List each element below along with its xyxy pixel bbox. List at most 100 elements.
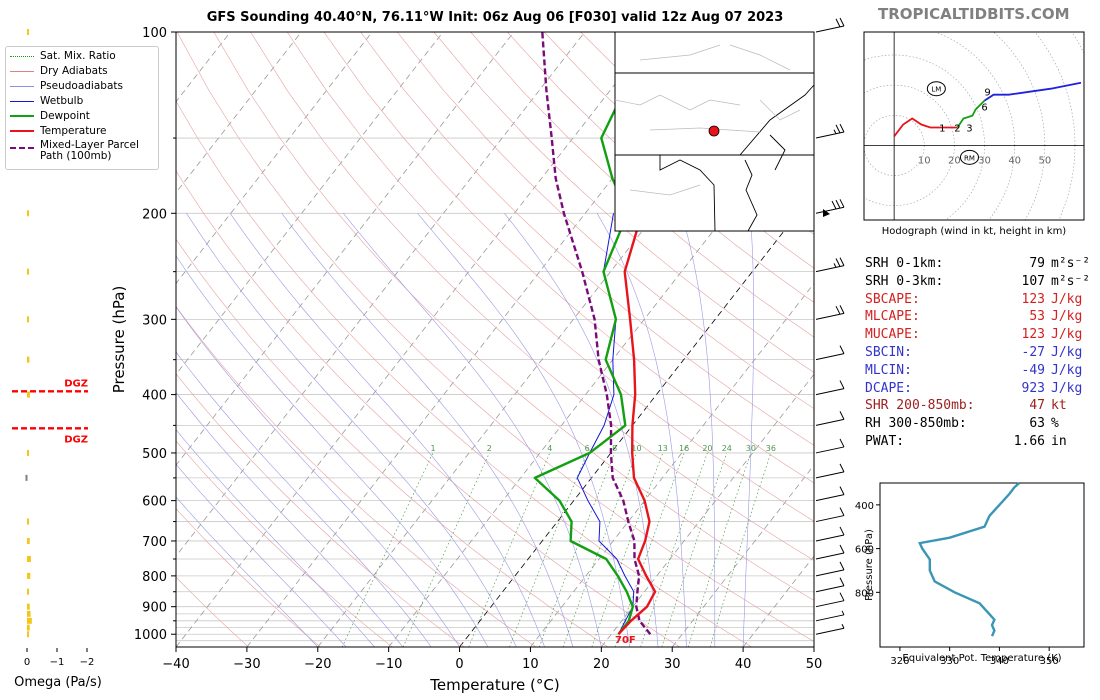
wind-barb — [815, 123, 845, 139]
wind-barb — [815, 411, 845, 426]
x-tick-label: 0 — [455, 657, 463, 672]
wetbulb-line — [576, 213, 635, 635]
legend-label: Sat. Mix. Ratio — [40, 49, 116, 62]
legend-swatch — [10, 55, 34, 57]
wind-barb-shaft — [815, 585, 845, 593]
theta-e-y-label: Pressure (hPa) — [864, 529, 875, 601]
hodo-height-label: 6 — [981, 103, 987, 114]
omega-tick-label: 0 — [24, 657, 30, 668]
mixing-ratio-line — [709, 452, 772, 647]
wind-barb-shaft — [815, 534, 845, 542]
wind-barb-shaft — [815, 600, 845, 608]
pseudoadiabat-line — [229, 213, 545, 647]
wind-barb — [815, 624, 845, 635]
legend-swatch — [10, 100, 34, 102]
theta-e-x-label: Equivalent Pot. Temperature (K) — [902, 653, 1061, 664]
legend-item-dry-adiabats: Dry Adiabats — [10, 64, 108, 78]
dry-adiabat-line — [176, 576, 249, 647]
dry-adiabat-line — [360, 32, 814, 446]
dgz-label: DGZ — [64, 378, 88, 389]
theta-e-line — [918, 482, 1021, 637]
wind-barb-half — [833, 263, 837, 268]
index-unit: % — [1051, 416, 1059, 432]
index-value: -49 — [1021, 362, 1045, 378]
index-label: SRH 0-3km: — [865, 273, 944, 289]
wind-barb — [815, 592, 845, 608]
wind-barb-flag — [839, 345, 845, 354]
index-label: MLCIN: — [865, 362, 912, 378]
mixing-ratio-line — [614, 452, 685, 647]
theta-e-x-tick-label: 340 — [990, 656, 1009, 667]
mixing-ratio-label: 2 — [487, 444, 492, 453]
y-tick-label: 500 — [142, 447, 167, 462]
wind-barb-half — [841, 610, 845, 616]
mixing-ratio-label: 6 — [585, 444, 590, 453]
pseudoadiabat-line — [176, 463, 347, 647]
site-brand: TROPICALTIDBITS.COM — [878, 5, 1070, 23]
mixing-ratio-line — [562, 452, 637, 647]
legend-swatch — [10, 70, 34, 72]
index-value: 123 — [1021, 291, 1045, 307]
wind-barb-flag — [839, 526, 845, 536]
mixing-ratio-label: 1 — [430, 444, 435, 453]
wind-barb — [815, 199, 845, 214]
hodo-ring-label: 40 — [1008, 155, 1021, 166]
pseudoadiabat-line — [176, 255, 489, 647]
mixing-ratio-label: 13 — [658, 444, 668, 453]
wind-barb-shaft — [815, 552, 845, 560]
surface-temp-label: 70F — [615, 635, 636, 646]
index-row: SBCAPE: 123 J/kg — [865, 292, 1082, 307]
legend-swatch — [10, 147, 34, 149]
x-axis-label: Temperature (°C) — [429, 676, 559, 694]
wind-barb — [815, 561, 845, 577]
map-coastline — [744, 134, 786, 232]
dry-adiabat-line — [507, 32, 814, 303]
omega-bar — [27, 631, 29, 638]
mixing-ratio-label: 8 — [612, 444, 617, 453]
x-tick-label: 50 — [806, 657, 823, 672]
theta-e-x-tick-label: 350 — [1040, 656, 1059, 667]
hodo-ring-label: 20 — [948, 155, 961, 166]
wind-barb-shaft — [815, 265, 845, 273]
omega-tick-label: −2 — [80, 657, 95, 668]
y-tick-label: 1000 — [134, 628, 167, 643]
index-row: SBCIN: -27 J/kg — [865, 345, 1082, 360]
wind-barb — [815, 610, 845, 622]
index-value: 53 — [1029, 309, 1045, 325]
dry-adiabat-line — [433, 32, 814, 373]
wind-barb — [815, 544, 845, 560]
wind-barb-flag — [839, 123, 845, 133]
hodo-ring-label: 30 — [978, 155, 991, 166]
x-tick-label: −40 — [162, 657, 189, 672]
wind-barb-shaft — [815, 614, 845, 622]
wind-barb — [815, 577, 845, 593]
y-tick-label: 600 — [142, 495, 167, 510]
hodo-trace — [956, 99, 986, 129]
wind-barb-shaft — [815, 627, 845, 635]
index-unit: J/kg — [1051, 309, 1083, 325]
wind-barb-shaft — [815, 471, 845, 479]
map-county-lines — [614, 44, 801, 196]
theta-e-frame — [879, 482, 1085, 648]
omega-x-label: Omega (Pa/s) — [14, 675, 102, 690]
wind-barb-flag — [839, 380, 845, 389]
x-tick-label: 40 — [735, 657, 752, 672]
wind-barb-flag — [835, 258, 841, 267]
omega-bar — [27, 610, 31, 617]
wind-barb-flag — [839, 411, 845, 420]
wind-barb — [815, 380, 845, 396]
wind-barb-shaft — [815, 446, 845, 454]
index-row: MUCAPE: 123 J/kg — [865, 327, 1082, 342]
legend-item-mixing-ratio: Sat. Mix. Ratio — [10, 49, 116, 63]
map-state-border — [615, 72, 815, 232]
theta-e-x-tick-label: 320 — [890, 656, 909, 667]
legend-item-temperature: Temperature — [10, 124, 107, 138]
index-label: PWAT: — [865, 434, 905, 449]
index-label: DCAPE: — [865, 380, 912, 396]
omega-bar — [27, 555, 31, 562]
wind-barb — [815, 463, 845, 479]
dry-adiabat-line — [250, 32, 814, 561]
index-row: SHR 200-850mb: 47 kt — [865, 398, 1067, 413]
wind-barb-shaft — [815, 131, 845, 139]
mixing-ratio-line — [640, 452, 708, 647]
